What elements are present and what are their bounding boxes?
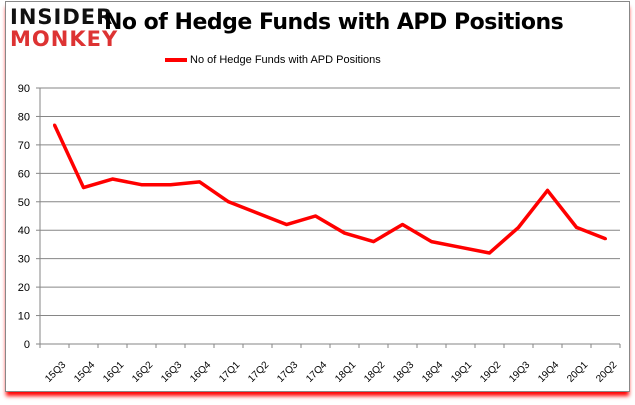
chart-frame <box>5 1 630 392</box>
data-point <box>111 177 114 181</box>
x-tick-label: 16Q1 <box>101 359 126 384</box>
y-tick-label: 0 <box>24 339 30 351</box>
data-point <box>430 240 433 244</box>
legend-swatch <box>165 58 187 62</box>
x-tick-label: 18Q2 <box>362 359 387 384</box>
x-tick-label: 17Q2 <box>246 359 271 384</box>
series-line <box>52 124 607 255</box>
y-tick-label: 50 <box>18 197 30 209</box>
x-tick-label: 20Q1 <box>565 359 590 384</box>
logo-line2: MONKEY <box>10 27 119 51</box>
insider-monkey-logo: INSIDER MONKEY <box>10 6 118 50</box>
data-point <box>82 186 85 190</box>
y-tick-label: 20 <box>18 282 30 294</box>
data-point <box>169 183 172 187</box>
x-tick-label: 15Q4 <box>72 359 97 384</box>
data-point <box>372 240 375 244</box>
x-tick-label: 17Q3 <box>275 359 300 384</box>
x-tick-label: 16Q4 <box>188 359 213 384</box>
data-point <box>575 225 578 229</box>
legend: No of Hedge Funds with APD Positions <box>165 54 381 66</box>
x-tick-label: 18Q3 <box>391 359 416 384</box>
y-tick-label: 90 <box>18 83 30 95</box>
x-tick-label: 18Q4 <box>420 359 445 384</box>
data-point <box>227 200 230 204</box>
x-tick-label: 19Q1 <box>449 359 474 384</box>
data-point <box>314 214 317 218</box>
data-point <box>343 231 346 235</box>
legend-label: No of Hedge Funds with APD Positions <box>190 54 381 66</box>
y-tick-label: 80 <box>18 111 30 123</box>
data-point <box>604 237 607 241</box>
data-point <box>517 225 520 229</box>
x-tick-label: 16Q3 <box>159 359 184 384</box>
y-tick-label: 60 <box>18 168 30 180</box>
x-tick-label: 19Q3 <box>507 359 532 384</box>
chart-title: No of Hedge Funds with APD Positions <box>104 10 564 35</box>
x-tick-label: 18Q1 <box>333 359 358 384</box>
x-tick-label: 19Q2 <box>478 359 503 384</box>
data-point <box>546 188 549 192</box>
x-tick-label: 17Q4 <box>304 359 329 384</box>
y-tick-label: 30 <box>18 254 30 266</box>
logo-line1: INSIDER <box>10 5 114 29</box>
data-point <box>53 123 56 127</box>
x-tick-label: 17Q1 <box>217 359 242 384</box>
data-point <box>488 251 491 255</box>
data-point <box>459 245 462 249</box>
x-tick-label: 15Q3 <box>43 359 68 384</box>
data-point <box>198 180 201 184</box>
data-point <box>401 223 404 227</box>
x-tick-label: 19Q4 <box>536 359 561 384</box>
y-tick-label: 70 <box>18 140 30 152</box>
y-tick-label: 40 <box>18 225 30 237</box>
y-tick-label: 10 <box>18 311 30 323</box>
data-point <box>285 223 288 227</box>
data-point <box>256 211 259 215</box>
x-tick-label: 20Q2 <box>594 359 619 384</box>
data-point <box>140 183 143 187</box>
x-tick-label: 16Q2 <box>130 359 155 384</box>
